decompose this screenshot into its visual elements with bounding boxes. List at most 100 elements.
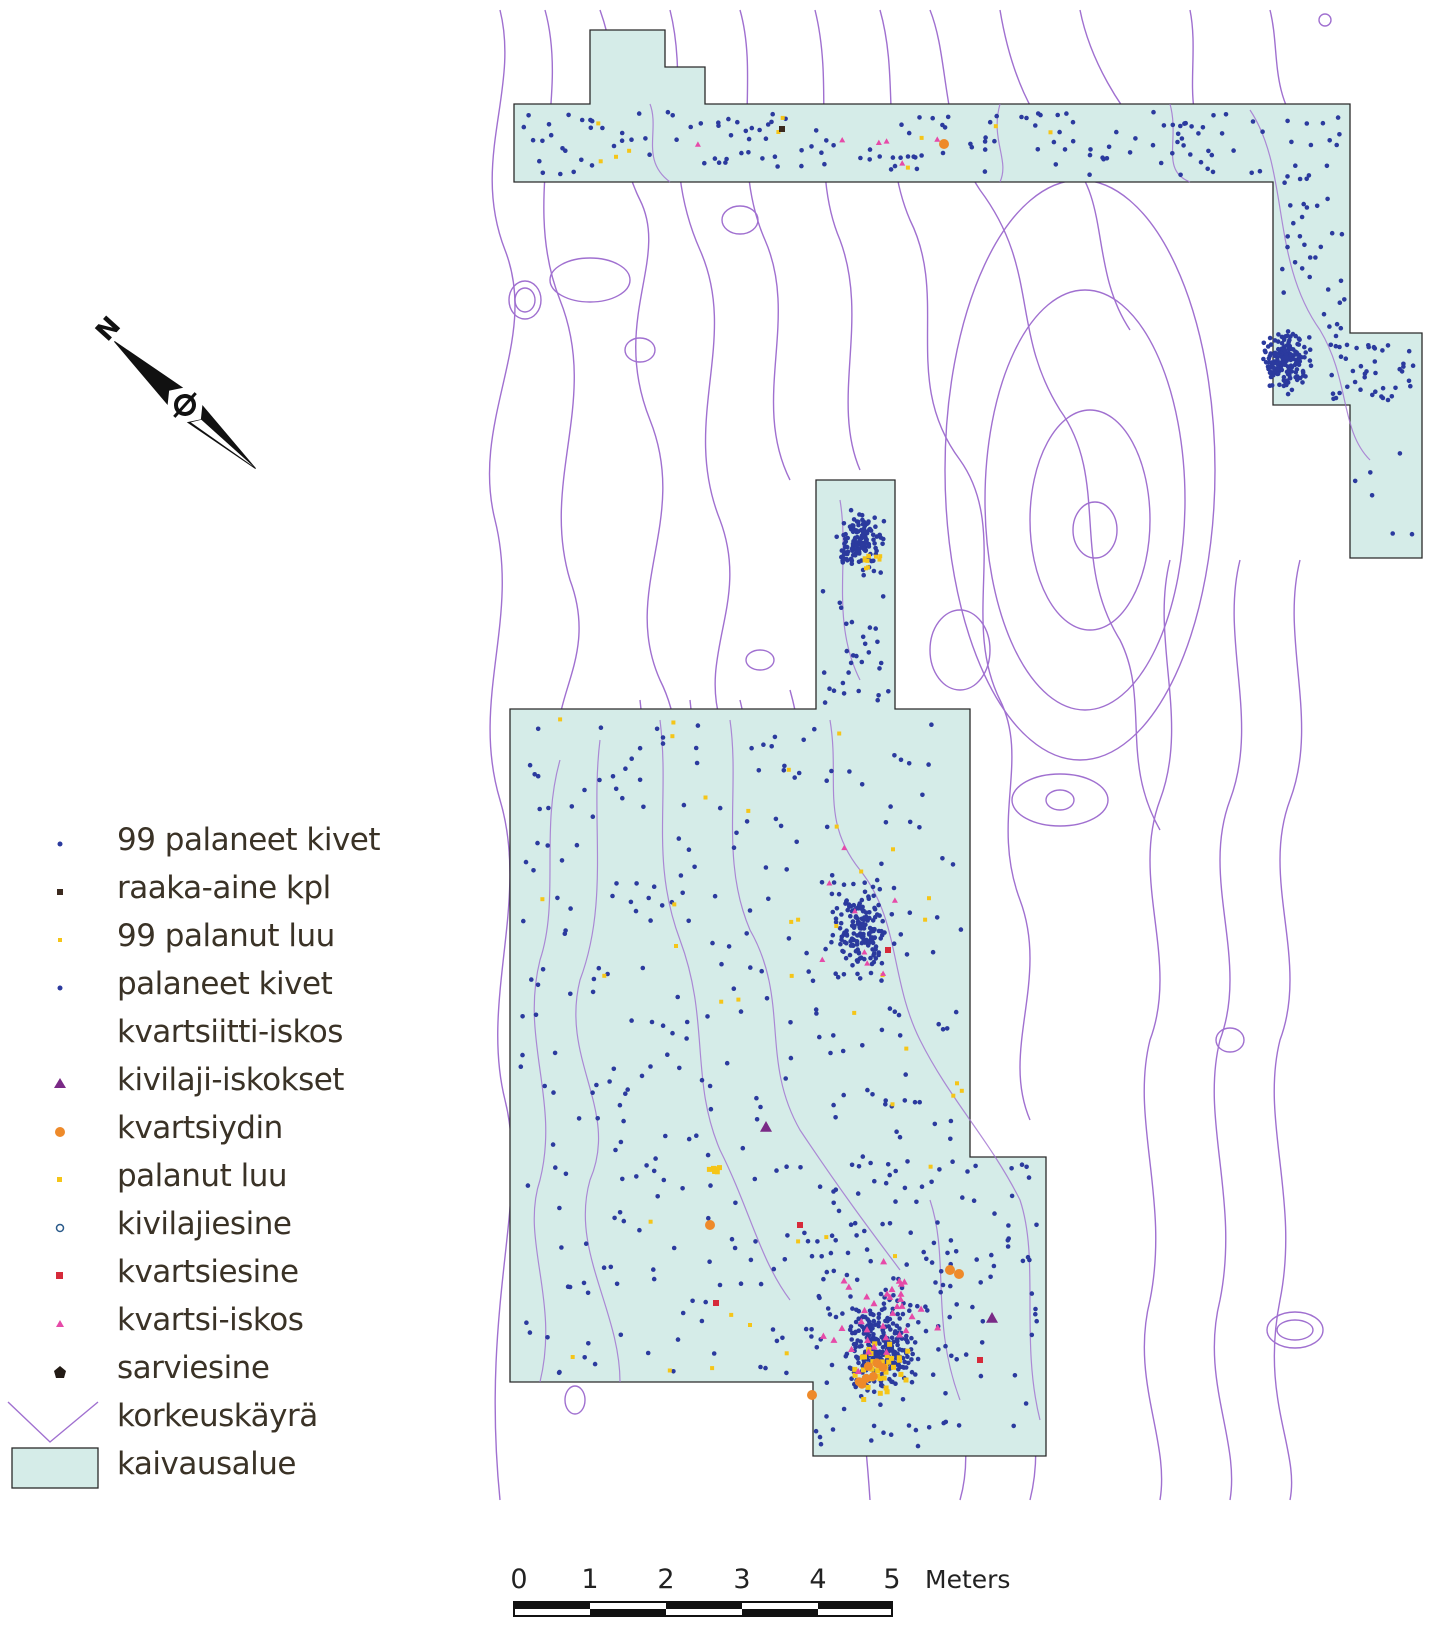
- legend-item: palaneet kivet: [0, 964, 440, 1012]
- find-point: [871, 1389, 877, 1395]
- find-point: [893, 1302, 901, 1310]
- find-point: [911, 154, 916, 159]
- find-point: [877, 886, 883, 892]
- find-point: [688, 124, 693, 130]
- find-point: [893, 1254, 897, 1259]
- find-point: [930, 949, 936, 955]
- find-point: [814, 1011, 819, 1016]
- find-point: [1307, 274, 1312, 280]
- find-point: [629, 1018, 634, 1023]
- find-point: [540, 967, 546, 972]
- find-point: [863, 910, 869, 915]
- find-point: [872, 541, 877, 546]
- find-point: [934, 1324, 942, 1331]
- find-point: [568, 991, 573, 997]
- find-point: [651, 884, 657, 889]
- find-point: [1302, 344, 1307, 350]
- find-point: [844, 648, 850, 654]
- find-point: [876, 1315, 881, 1321]
- find-point: [663, 1133, 668, 1139]
- find-point: [801, 737, 806, 743]
- find-point: [876, 1323, 881, 1329]
- find-point: [729, 1312, 734, 1317]
- find-point: [902, 1098, 908, 1103]
- find-point: [706, 1215, 711, 1221]
- find-point: [1372, 346, 1378, 351]
- find-point: [899, 122, 904, 127]
- find-point: [1033, 1311, 1038, 1317]
- find-point: [856, 522, 861, 528]
- find-point: [833, 919, 839, 925]
- find-point: [1285, 118, 1290, 124]
- find-point: [880, 1258, 888, 1265]
- find-point: [1200, 125, 1206, 130]
- find-point: [628, 899, 634, 905]
- find-point: [798, 1165, 803, 1170]
- find-point: [780, 115, 785, 120]
- find-point: [951, 1093, 956, 1098]
- find-point: [877, 1390, 883, 1396]
- find-point: [1281, 290, 1286, 295]
- find-point: [1189, 124, 1194, 129]
- find-point: [746, 136, 752, 142]
- find-point: [708, 1106, 714, 1112]
- find-point: [844, 899, 849, 904]
- find-point: [856, 547, 862, 553]
- find-point: [757, 127, 762, 133]
- legend-label: palanut luu: [117, 1158, 288, 1194]
- find-point: [992, 1211, 997, 1216]
- find-point: [847, 769, 852, 774]
- find-point: [859, 1314, 865, 1320]
- find-point: [870, 884, 876, 890]
- find-point: [613, 786, 619, 792]
- find-point: [532, 772, 537, 777]
- find-point: [892, 753, 897, 758]
- find-point: [824, 1269, 830, 1275]
- find-point: [1282, 379, 1288, 384]
- find-point: [883, 1180, 889, 1186]
- find-point: [1358, 363, 1364, 369]
- find-point: [1198, 159, 1204, 165]
- find-point: [877, 666, 882, 671]
- find-point: [848, 660, 854, 666]
- area-symbol-icon: [11, 1447, 99, 1489]
- find-point: [969, 144, 975, 150]
- find-point: [905, 1323, 911, 1328]
- find-point: [853, 1319, 859, 1325]
- find-point: [906, 1360, 911, 1366]
- find-point: [841, 882, 847, 887]
- small-square-symbol-icon: [58, 938, 62, 942]
- find-point: [770, 1327, 776, 1332]
- excavation-areas: [509, 29, 1423, 1457]
- find-point: [888, 1432, 894, 1437]
- find-point: [862, 1228, 867, 1234]
- find-point: [867, 147, 873, 152]
- find-point: [1285, 234, 1290, 239]
- find-point: [1161, 123, 1167, 128]
- find-point: [1279, 341, 1285, 346]
- find-point: [889, 912, 895, 917]
- find-point: [1306, 173, 1312, 178]
- find-point: [1106, 144, 1112, 150]
- find-point: [854, 1377, 864, 1387]
- find-point: [842, 541, 847, 546]
- find-point: [855, 921, 861, 927]
- find-point: [1307, 335, 1312, 340]
- find-point: [817, 1184, 823, 1189]
- find-point: [1263, 360, 1269, 365]
- find-point: [614, 881, 619, 886]
- find-point: [686, 918, 691, 924]
- find-point: [898, 1302, 906, 1309]
- find-point: [873, 1353, 879, 1359]
- find-point: [1100, 155, 1105, 160]
- find-point: [912, 1099, 918, 1105]
- find-point: [827, 1312, 833, 1317]
- find-point: [907, 1308, 912, 1313]
- find-point: [1250, 119, 1256, 124]
- find-point: [890, 155, 896, 160]
- find-point: [1286, 340, 1291, 345]
- find-point: [1337, 390, 1342, 396]
- find-point: [1279, 367, 1285, 373]
- find-point: [856, 1328, 861, 1333]
- find-point: [1279, 334, 1285, 340]
